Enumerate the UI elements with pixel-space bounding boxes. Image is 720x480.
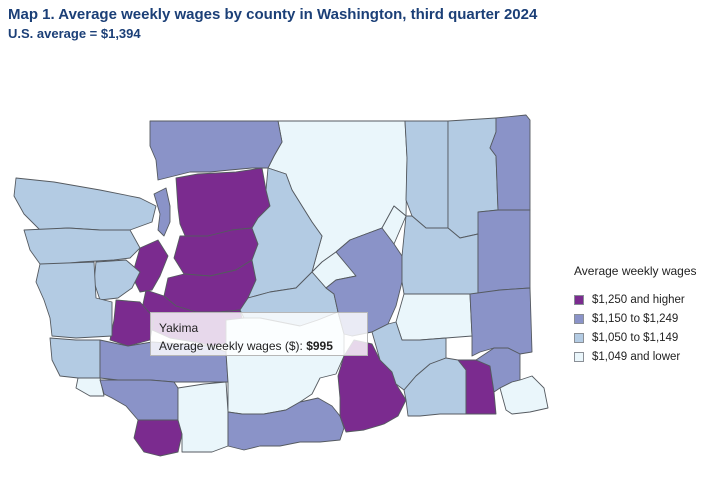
county-jefferson[interactable] bbox=[23, 227, 141, 265]
legend-swatch bbox=[574, 294, 584, 305]
legend-item-low[interactable]: $1,049 and lower bbox=[574, 347, 697, 366]
county-benton[interactable] bbox=[337, 339, 407, 433]
county-asotin[interactable] bbox=[499, 375, 549, 415]
county-adams[interactable] bbox=[395, 293, 473, 341]
county-whatcom[interactable] bbox=[149, 120, 283, 181]
legend-label: $1,049 and lower bbox=[592, 350, 681, 363]
legend-label: $1,250 and higher bbox=[592, 293, 685, 306]
county-thurston[interactable] bbox=[109, 299, 155, 347]
map-title: Map 1. Average weekly wages by county in… bbox=[8, 6, 538, 23]
county-tooltip: Yakima Average weekly wages ($): $995 bbox=[150, 312, 368, 356]
map-subtitle: U.S. average = $1,394 bbox=[8, 26, 141, 41]
legend-swatch bbox=[574, 313, 584, 324]
legend-title: Average weekly wages bbox=[574, 264, 697, 278]
county-grays-harbor[interactable] bbox=[35, 261, 113, 339]
county-pacific[interactable] bbox=[49, 337, 101, 379]
county-skamania[interactable] bbox=[177, 381, 229, 453]
county-island[interactable] bbox=[153, 187, 171, 237]
legend-item-upper-mid[interactable]: $1,150 to $1,249 bbox=[574, 309, 697, 328]
legend-item-high[interactable]: $1,250 and higher bbox=[574, 290, 697, 309]
legend-swatch bbox=[574, 332, 584, 343]
county-klickitat[interactable] bbox=[227, 397, 345, 451]
county-mason[interactable] bbox=[93, 259, 141, 301]
map-legend: Average weekly wages $1,250 and higher $… bbox=[574, 264, 697, 366]
tooltip-label: Average weekly wages ($): bbox=[159, 339, 303, 353]
county-clark[interactable] bbox=[133, 419, 183, 457]
legend-label: $1,150 to $1,249 bbox=[592, 312, 679, 325]
county-ferry[interactable] bbox=[404, 120, 449, 229]
tooltip-value: $995 bbox=[306, 339, 333, 353]
tooltip-county-name: Yakima bbox=[159, 321, 199, 335]
county-spokane[interactable] bbox=[477, 209, 531, 295]
legend-label: $1,050 to $1,149 bbox=[592, 331, 679, 344]
county-clallam[interactable] bbox=[13, 177, 157, 231]
county-whitman[interactable] bbox=[469, 287, 533, 357]
legend-swatch bbox=[574, 351, 584, 362]
county-wahkiakum[interactable] bbox=[75, 377, 105, 397]
legend-item-lower-mid[interactable]: $1,050 to $1,149 bbox=[574, 328, 697, 347]
tooltip-value-line: Average weekly wages ($): $995 bbox=[159, 337, 359, 355]
